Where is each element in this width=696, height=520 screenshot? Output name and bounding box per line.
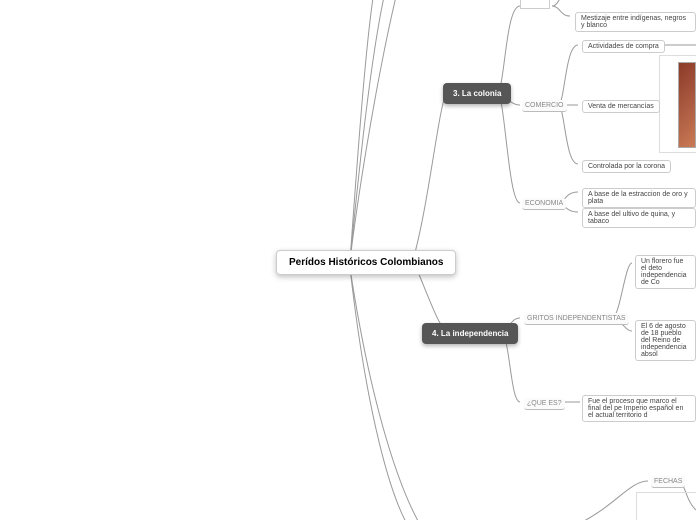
leaf-cultivo-text: A base del ultivo de quina, y tabaco: [588, 211, 675, 225]
fechas-frame: [636, 492, 696, 520]
cat-gritos[interactable]: GRITOS INDEPENDENTISTAS: [524, 313, 629, 325]
leaf-extraccion-text: A base de la estraccion de oro y plata: [588, 191, 688, 205]
cat-economia[interactable]: ECONOMIA: [522, 198, 566, 210]
node-colonia[interactable]: 3. La colonia: [443, 83, 511, 104]
node-colonia-label: 3. La colonia: [453, 89, 501, 98]
leaf-actividades-text: Actividades de compra: [588, 43, 659, 50]
cat-economia-text: ECONOMIA: [525, 200, 563, 207]
cat-comercio-text: COMERCIO: [525, 102, 564, 109]
leaf-cultivo[interactable]: A base del ultivo de quina, y tabaco: [582, 208, 696, 228]
leaf-venta-text: Venta de mercancías: [588, 103, 654, 110]
cat-gritos-text: GRITOS INDEPENDENTISTAS: [527, 315, 626, 322]
root-title: Perídos Históricos Colombianos: [289, 257, 443, 268]
cat-quees[interactable]: ¿QUE ES?: [524, 398, 565, 410]
cat-fechas-text: FECHAS: [654, 478, 682, 485]
leaf-actividades[interactable]: Actividades de compra: [582, 40, 665, 53]
root-node[interactable]: Perídos Históricos Colombianos: [276, 250, 456, 275]
leaf-venta[interactable]: Venta de mercancías: [582, 100, 660, 113]
leaf-controlada[interactable]: Controlada por la corona: [582, 160, 671, 173]
cat-comercio[interactable]: COMERCIO: [522, 100, 567, 112]
leaf-proceso-text: Fue el proceso que marco el final del pe…: [588, 398, 683, 419]
thumbnail-image: [678, 62, 696, 148]
leaf-agosto-text: El 6 de agosto de 18 pueblo del Reino de…: [641, 323, 687, 358]
leaf-florero-text: Un florero fue el deto independencia de …: [641, 258, 687, 286]
leaf-proceso[interactable]: Fue el proceso que marco el final del pe…: [582, 395, 696, 422]
empty-category-box: [520, 0, 550, 9]
leaf-extraccion[interactable]: A base de la estraccion de oro y plata: [582, 188, 696, 208]
leaf-controlada-text: Controlada por la corona: [588, 163, 665, 170]
node-independencia-label: 4. La independencia: [432, 329, 508, 338]
leaf-florero[interactable]: Un florero fue el deto independencia de …: [635, 255, 696, 289]
node-independencia[interactable]: 4. La independencia: [422, 323, 518, 344]
leaf-mestizaje[interactable]: Mestizaje entre indígenas, negros y blan…: [575, 12, 696, 32]
leaf-agosto[interactable]: El 6 de agosto de 18 pueblo del Reino de…: [635, 320, 696, 361]
cat-fechas[interactable]: FECHAS: [651, 476, 685, 488]
leaf-mestizaje-text: Mestizaje entre indígenas, negros y blan…: [581, 15, 686, 29]
cat-quees-text: ¿QUE ES?: [527, 400, 562, 407]
